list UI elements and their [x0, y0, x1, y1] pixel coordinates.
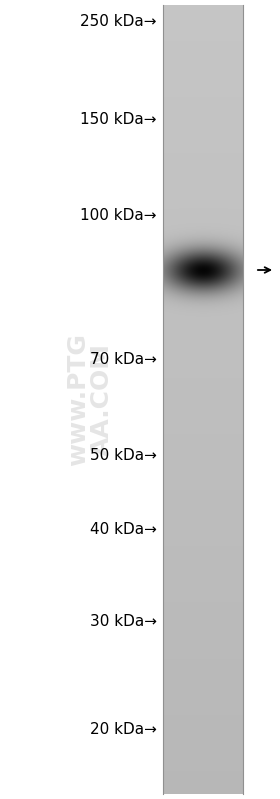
Text: 40 kDa→: 40 kDa→ [90, 523, 157, 538]
Text: 30 kDa→: 30 kDa→ [90, 614, 157, 630]
Text: 50 kDa→: 50 kDa→ [90, 447, 157, 463]
Text: 100 kDa→: 100 kDa→ [81, 208, 157, 222]
Text: 250 kDa→: 250 kDa→ [81, 14, 157, 30]
Text: www.PTG
AA.COM: www.PTG AA.COM [66, 333, 114, 467]
Text: 70 kDa→: 70 kDa→ [90, 352, 157, 368]
Text: 20 kDa→: 20 kDa→ [90, 722, 157, 737]
Text: 150 kDa→: 150 kDa→ [81, 113, 157, 128]
